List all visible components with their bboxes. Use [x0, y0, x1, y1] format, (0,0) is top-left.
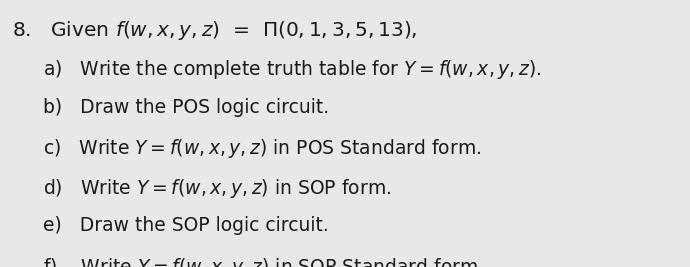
Text: b)   Draw the POS logic circuit.: b) Draw the POS logic circuit. — [43, 98, 329, 117]
Text: a)   Write the complete truth table for $Y = f(w, x, y, z).$: a) Write the complete truth table for $Y… — [43, 58, 541, 81]
Text: 8.   Given $f(w, x, y, z)$  =  $\Pi(0, 1, 3, 5, 13),$: 8. Given $f(w, x, y, z)$ = $\Pi(0, 1, 3,… — [12, 19, 418, 42]
Text: c)   Write $Y = f(w, x, y, z)$ in POS Standard form.: c) Write $Y = f(w, x, y, z)$ in POS Stan… — [43, 137, 481, 160]
Text: d)   Write $Y = f(w, x, y, z)$ in SOP form.: d) Write $Y = f(w, x, y, z)$ in SOP form… — [43, 177, 391, 200]
Text: e)   Draw the SOP logic circuit.: e) Draw the SOP logic circuit. — [43, 216, 328, 235]
Text: f)    Write $Y = f(w, x, y, z)$ in SOP Standard form.: f) Write $Y = f(w, x, y, z)$ in SOP Stan… — [43, 256, 483, 267]
